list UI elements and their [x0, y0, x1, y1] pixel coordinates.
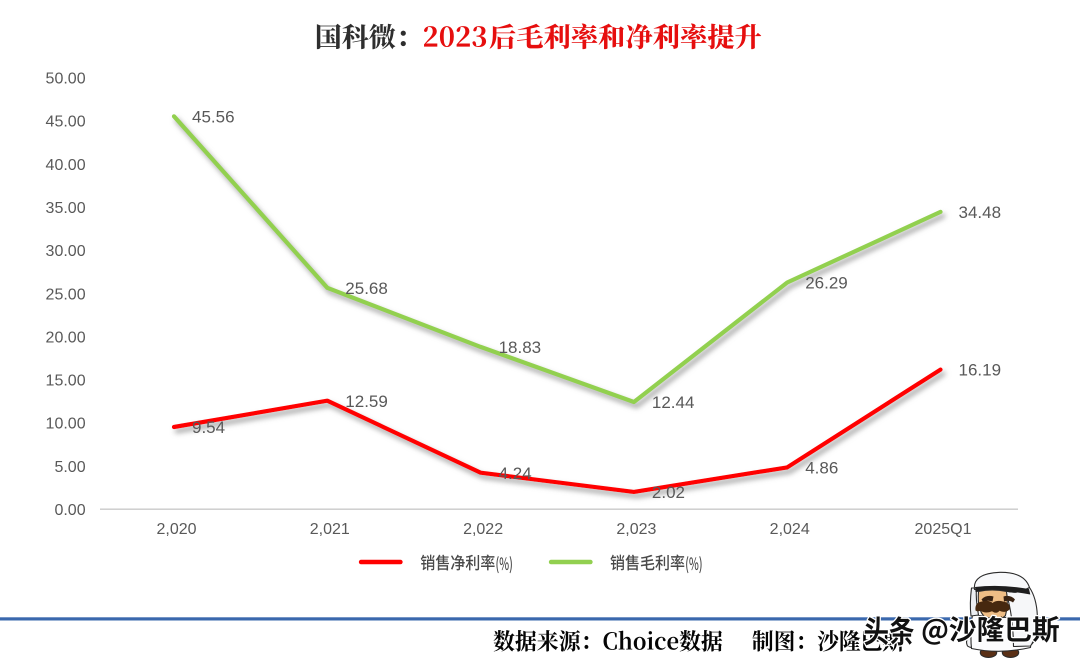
svg-text:2,023: 2,023 [616, 521, 656, 538]
svg-text:40.00: 40.00 [46, 157, 86, 174]
svg-text:34.48: 34.48 [959, 203, 1002, 222]
svg-text:2.02: 2.02 [652, 483, 685, 502]
svg-text:2,022: 2,022 [463, 521, 503, 538]
svg-text:5.00: 5.00 [54, 459, 85, 476]
svg-text:9.54: 9.54 [192, 418, 225, 437]
svg-text:45.56: 45.56 [192, 107, 235, 126]
svg-text:26.29: 26.29 [805, 274, 848, 293]
svg-text:35.00: 35.00 [46, 200, 86, 217]
svg-text:50.00: 50.00 [46, 71, 86, 88]
svg-text:2,020: 2,020 [156, 521, 196, 538]
svg-text:12.59: 12.59 [345, 392, 388, 411]
svg-text:16.19: 16.19 [959, 361, 1002, 380]
svg-text:20.00: 20.00 [46, 329, 86, 346]
svg-text:0.00: 0.00 [54, 502, 85, 519]
svg-text:10.00: 10.00 [46, 416, 86, 433]
svg-text:15.00: 15.00 [46, 373, 86, 390]
svg-text:4.24: 4.24 [499, 464, 532, 483]
svg-text:12.44: 12.44 [652, 393, 695, 412]
svg-text:30.00: 30.00 [46, 243, 86, 260]
svg-text:25.00: 25.00 [46, 286, 86, 303]
svg-text:18.83: 18.83 [499, 338, 542, 357]
svg-text:4.86: 4.86 [805, 459, 838, 478]
svg-text:25.68: 25.68 [345, 279, 388, 298]
svg-text:45.00: 45.00 [46, 114, 86, 131]
svg-text:2025Q1: 2025Q1 [915, 521, 972, 538]
svg-text:2,024: 2,024 [770, 521, 810, 538]
svg-text:2,021: 2,021 [310, 521, 350, 538]
